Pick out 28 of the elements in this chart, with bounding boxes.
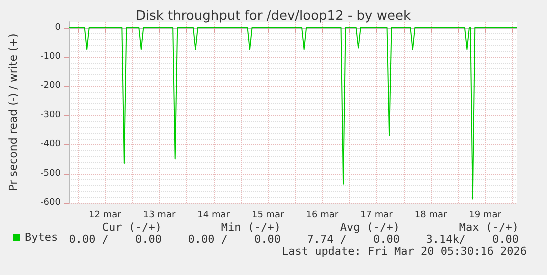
text: 0.00 / 0.00 bbox=[188, 233, 281, 246]
y-tick-label: -200 bbox=[40, 81, 62, 92]
line-series bbox=[68, 27, 518, 200]
x-tick-label: 14 mar bbox=[198, 210, 230, 220]
y-tick-label: 0 bbox=[55, 22, 62, 33]
y-tick-label: -400 bbox=[40, 140, 62, 150]
text: 0.00 / 0.00 bbox=[69, 233, 162, 246]
y-axis-title: Pr second read (-) / write (+) bbox=[7, 34, 20, 192]
x-tick-label: 17 mar bbox=[360, 210, 394, 220]
x-tick-label: 12 mar bbox=[89, 210, 122, 220]
text: Last update: Fri Mar 20 05:30:16 2026 bbox=[282, 245, 527, 258]
x-tick-label: 13 mar bbox=[143, 210, 176, 220]
text: Max (-/+) bbox=[459, 221, 519, 234]
chart-title: Disk throughput for /dev/loop12 - by week bbox=[136, 9, 412, 24]
text: Cur (-/+) bbox=[102, 221, 162, 234]
y-tick-label: -300 bbox=[40, 110, 62, 120]
y-tick-label: -600 bbox=[40, 198, 62, 208]
legend-label: Bytes bbox=[25, 231, 58, 244]
y-tick-label: -100 bbox=[40, 52, 62, 62]
text: Min (-/+) bbox=[221, 221, 281, 234]
x-tick-label: 15 mar bbox=[252, 210, 285, 220]
text: 3.14k/ 0.00 bbox=[426, 233, 519, 246]
x-tick-label: 19 mar bbox=[469, 210, 502, 220]
text: 7.74 / 0.00 bbox=[307, 233, 400, 246]
x-tick-label: 16 mar bbox=[306, 210, 339, 220]
x-tick-label: 18 mar bbox=[414, 210, 448, 220]
y-tick-label: -500 bbox=[40, 168, 62, 179]
text: Avg (-/+) bbox=[340, 221, 400, 234]
